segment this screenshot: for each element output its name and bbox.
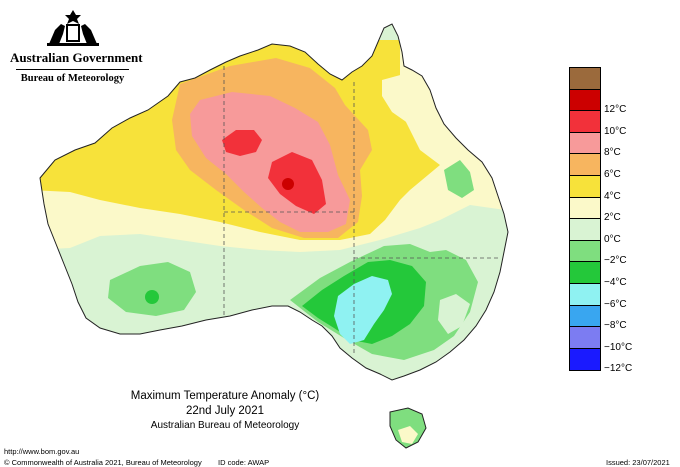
map-caption: Maximum Temperature Anomaly (°C) 22nd Ju… — [110, 390, 340, 431]
bom-url-link[interactable]: http://www.bom.gov.au — [4, 447, 80, 456]
legend-label: 12°C — [604, 104, 627, 116]
coat-of-arms-icon — [46, 10, 99, 46]
legend-swatch — [570, 327, 600, 349]
zone-0c-southeast — [438, 294, 470, 334]
legend-swatch — [570, 175, 600, 198]
legend-label: 8°C — [604, 147, 621, 159]
zone-10c-north — [222, 130, 262, 156]
legend-label: −2°C — [604, 255, 627, 267]
legend-label: −4°C — [604, 277, 627, 288]
legend-swatch — [570, 132, 600, 155]
legend-label: −6°C — [604, 298, 627, 310]
legend-swatch — [570, 111, 600, 133]
legend-swatch — [570, 197, 600, 220]
zone-m2c-east — [444, 160, 474, 198]
tasmania-0c-area — [398, 426, 418, 444]
zone-12c — [282, 178, 294, 190]
legend-label: 2°C — [604, 212, 621, 224]
legend-swatch — [570, 219, 600, 241]
state-borders — [223, 66, 498, 356]
bureau-title: Bureau of Meteorology — [20, 73, 125, 84]
legend-swatch — [570, 305, 600, 328]
legend-label: −8°C — [604, 320, 627, 332]
legend-label: 10°C — [604, 125, 627, 137]
legend-swatch — [570, 68, 600, 90]
copyright-text: © Commonwealth of Australia 2021, Bureau… — [4, 458, 202, 467]
zone-0c-capeyork — [382, 74, 428, 126]
legend-label: −10°C — [604, 341, 633, 353]
legend-label: 0°C — [604, 233, 621, 245]
legend-swatch — [570, 240, 600, 263]
coastline — [39, 23, 509, 381]
legend-swatch — [570, 154, 600, 176]
header-divider — [16, 69, 129, 70]
legend-label: 6°C — [604, 169, 621, 180]
zone-m4c-west — [145, 290, 159, 304]
map-date: 22nd July 2021 — [185, 405, 264, 417]
map-organisation: Australian Bureau of Meteorology — [150, 420, 300, 431]
legend-label: −12°C — [604, 363, 633, 375]
id-code-text: ID code: AWAP — [218, 458, 270, 467]
government-title: Australian Government — [10, 50, 143, 65]
zone-m2c-west — [108, 262, 196, 316]
legend-swatch — [570, 348, 600, 371]
zone-10c-central — [268, 152, 326, 214]
issued-date-text: Issued: 23/07/2021 — [606, 458, 670, 467]
legend-swatch — [570, 89, 600, 112]
legend-label: 4°C — [604, 190, 621, 202]
legend-scale — [569, 67, 601, 372]
legend-swatch — [570, 283, 600, 306]
legend-swatch — [570, 262, 600, 284]
map-title: Maximum Temperature Anomaly (°C) — [130, 390, 320, 402]
zone-m6c — [334, 276, 392, 344]
government-logo: Australian Government Bureau of Meteorol… — [10, 8, 143, 84]
